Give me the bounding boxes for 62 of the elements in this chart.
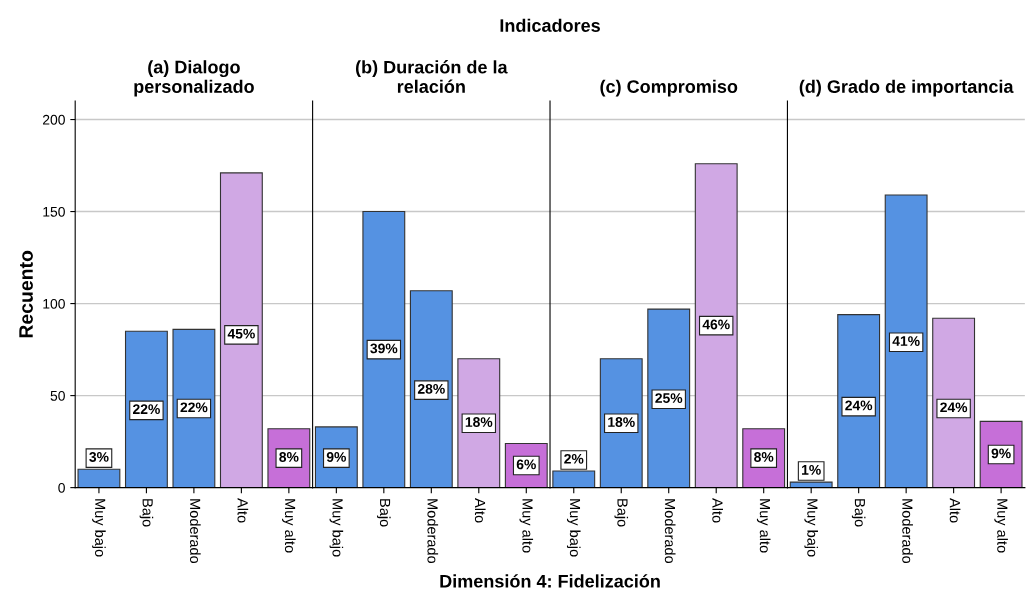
y-tick-label: 150	[43, 206, 65, 217]
y-tick-label: 50	[50, 390, 65, 401]
bar	[837, 314, 881, 488]
chart-title: (a) Dialogo personalizado	[134, 60, 254, 97]
annotation: 22%	[133, 404, 160, 415]
x-tick-label: Alto	[712, 498, 724, 523]
x-tick-label: Alto	[474, 498, 486, 523]
y-tick-label: 100	[43, 298, 65, 309]
annotation: 6%	[516, 459, 536, 470]
annotation: 1%	[802, 464, 821, 475]
bar	[219, 172, 263, 488]
x-tick-label: Muy bajo	[92, 499, 106, 557]
annotation: 9%	[326, 452, 347, 462]
x-tick-label: Moderado	[427, 499, 439, 564]
annotation: 46%	[702, 319, 730, 330]
x-tick-label: Bajo	[614, 499, 629, 527]
annotation: 9%	[991, 448, 1011, 459]
x-tick-label: Alto	[237, 498, 249, 523]
x-tick-label: Muy alto	[282, 499, 296, 553]
bar	[124, 330, 168, 488]
chart-title: (d) Grado de importancia	[799, 79, 1014, 97]
annotation: 25%	[655, 393, 683, 404]
x-tick-label: Muy alto	[756, 499, 771, 553]
x-tick-label: Bajo	[851, 499, 866, 527]
annotation: 2%	[564, 453, 584, 464]
x-tick-label: Muy alto	[994, 499, 1008, 553]
annotation: 22%	[180, 402, 208, 413]
x-tick-label: Bajo	[377, 499, 391, 527]
annotation: 45%	[227, 328, 255, 339]
y-axis-title: Recuento	[19, 250, 33, 338]
annotation: 18%	[608, 417, 635, 427]
y-tick-label: 0	[58, 482, 65, 493]
x-tick-label: Moderado	[189, 499, 201, 564]
bar	[172, 328, 216, 488]
annotation: 39%	[370, 343, 398, 354]
y-tick-label: 200	[43, 114, 65, 125]
annotation: 3%	[89, 452, 109, 462]
annotation: 24%	[845, 400, 873, 411]
bar	[409, 290, 453, 488]
x-tick-label: Muy bajo	[329, 499, 344, 557]
annotation: 24%	[940, 402, 968, 413]
x-tick-label: Moderado	[902, 499, 913, 564]
bar	[932, 317, 976, 488]
bar	[694, 163, 738, 488]
x-tick-label: Muy alto	[519, 499, 534, 553]
x-tick-label: Muy bajo	[804, 499, 818, 557]
bar	[647, 308, 691, 488]
x-tick-label: Muy bajo	[566, 499, 581, 557]
chart-title: (c) Compromiso	[600, 79, 738, 97]
annotation: 8%	[754, 452, 774, 462]
bar	[884, 194, 928, 488]
annotation: 41%	[892, 336, 920, 346]
text: Dimensión 4: Fidelización	[440, 574, 660, 588]
x-tick-label: Bajo	[139, 499, 154, 527]
chart-title: (b) Duración de la relación	[355, 60, 508, 93]
annotation: 8%	[279, 452, 299, 462]
annotation: 28%	[417, 383, 445, 394]
x-tick-label: Alto	[949, 498, 961, 523]
annotation: 18%	[465, 417, 493, 427]
text: Indicadores	[500, 18, 600, 32]
bar	[362, 211, 406, 488]
x-tick-label: Moderado	[664, 499, 676, 564]
